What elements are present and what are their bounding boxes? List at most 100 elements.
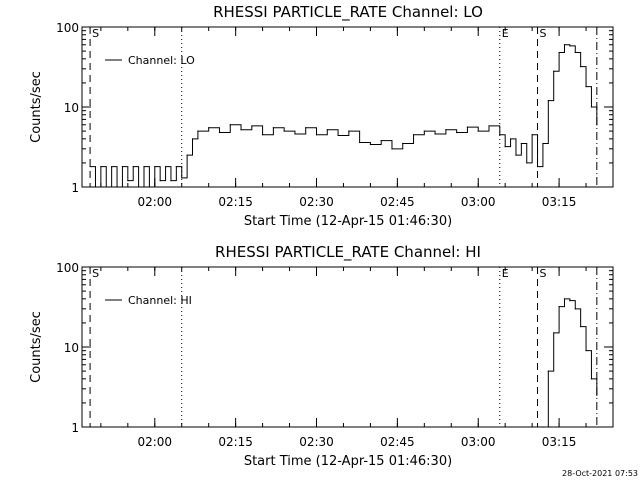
panel-lo-data-point [542,142,544,145]
panel-hi-xlabel: Start Time (12-Apr-15 01:46:30) [244,454,452,469]
panel-lo-data-point [261,134,264,136]
panel-lo-data-point [159,180,161,182]
panel-lo-data-point [520,142,522,145]
panel-lo-x-tick-label: 02:45 [380,195,415,209]
panel-lo-y-tick-label: 1 [71,181,79,195]
panel-lo-data-point [402,142,404,145]
panel-hi-x-tick-label: 03:15 [542,435,577,449]
panel-hi-data-point [542,426,544,428]
panel-lo-data-point [218,131,221,134]
panel-lo-data-point [531,134,533,136]
panel-lo-data-point [509,138,512,140]
panel-lo-data-point [590,106,593,108]
panel-lo-x-tick-label: 03:15 [542,195,577,209]
panel-lo-data-point [181,177,183,179]
panel-lo-y-tick-label: 10 [64,101,79,115]
panel-lo-data-point [89,165,91,168]
panel-lo-data-point [369,143,372,146]
panel-lo-data-point [423,130,425,132]
panel-hi-x-tick-label: 02:00 [137,435,172,449]
panel-lo-event-label: S [92,27,99,40]
panel-hi-y-tick-label: 1 [71,421,79,435]
panel-lo-data-point [348,130,350,132]
panel-hi-data-point [585,350,587,352]
panel-hi-data-point [553,332,555,334]
panel-lo-data-point [536,165,539,168]
panel-hi-data-point [547,370,549,372]
panel-hi-x-tick-label: 03:00 [461,435,496,449]
panel-lo-data-point [499,134,501,136]
panel-lo-data-point [547,100,549,102]
panel-hi-event-label: E [502,267,509,280]
panel-hi: RHESSI PARTICLE_RATE Channel: HI Start T… [29,243,614,469]
panel-lo-data-point [127,180,129,182]
panel-lo-x-tick-label: 02:30 [299,195,334,209]
panel-lo-data-point [337,134,339,137]
panel-lo-data-point [132,165,134,168]
panel-lo-data-point [466,126,469,128]
panel-hi-data-point [558,305,560,308]
panel-lo-data-point [170,180,172,182]
panel-lo-data-point [504,145,506,148]
panel-lo-data-point [456,131,458,134]
panel-lo: RHESSI PARTICLE_RATE Channel: LO Start T… [29,3,614,229]
panel-lo-data-point [294,133,296,135]
panel-hi-x-tick-label: 02:15 [218,435,253,449]
panel-hi-x-tick-label: 02:45 [380,435,415,449]
panel-hi-y-tick-label: 10 [64,341,79,355]
panel-lo-data-point [359,141,361,144]
panel-lo-data-point [574,51,576,54]
panel-lo-y-tick-label: 100 [56,21,79,35]
panel-hi-data-point [563,298,566,300]
panel-lo-data-point [154,165,156,168]
panel-hi-data-point [574,308,576,310]
panel-lo-data-point [272,127,274,129]
panel-lo-x-tick-label: 02:15 [218,195,253,209]
panel-lo-data-point [208,127,210,129]
panel-lo-data-point [164,165,167,168]
panel-lo-data-point [121,165,124,168]
panel-lo-data-point [585,85,587,88]
panel-lo-data-point [148,186,150,188]
panel-hi-data-point [580,325,582,328]
panel-lo-data-point [94,186,97,188]
panel-lo-title: RHESSI PARTICLE_RATE Channel: LO [213,3,483,22]
panel-lo-data-point [229,124,231,126]
panel-lo-data-point [563,44,566,46]
panel-lo-data-point [391,148,393,150]
panel-lo-data-point [138,186,140,188]
panel-lo-data-point [283,130,285,132]
panel-lo-data-point [412,134,415,136]
panel-lo-data-point [197,130,199,132]
panel-hi-y-tick-label: 100 [56,261,79,275]
panel-lo-data-point [111,165,113,168]
panel-lo-data-point [380,140,382,142]
panel-hi-title: RHESSI PARTICLE_RATE Channel: HI [215,243,481,262]
panel-lo-x-tick-label: 03:00 [461,195,496,209]
panel-lo-data-point [175,165,177,168]
panel-lo-data-point [105,186,107,188]
panel-hi-x-tick-label: 02:30 [299,435,334,449]
panel-hi-event-label: S [92,267,99,280]
panel-lo-data-point [191,138,194,140]
panel-lo-data-point [488,125,490,127]
panel-lo-data-point [116,186,118,188]
panel-lo-data-point [240,129,242,131]
panel-hi-legend-label: Channel: HI [128,294,192,307]
panel-hi-data-point [596,394,598,396]
panel-lo-data-point [596,124,598,126]
panel-lo-data-point [580,65,582,68]
panel-lo-data-point [553,70,555,72]
panel-lo-data-point [569,45,571,47]
panel-lo-data-point [186,154,188,156]
timestamp-label: 28-Oct-2021 07:53 [562,469,638,478]
panel-lo-data-point [526,162,528,164]
panel-lo-data-point [251,125,253,127]
panel-hi-ylabel: Counts/sec [29,311,44,383]
panel-lo-data-point [558,51,560,54]
panel-lo-data-point [315,134,318,136]
panel-hi-data-point [590,378,593,380]
panel-lo-ylabel: Counts/sec [29,71,44,143]
panel-lo-legend-label: Channel: LO [128,54,195,67]
